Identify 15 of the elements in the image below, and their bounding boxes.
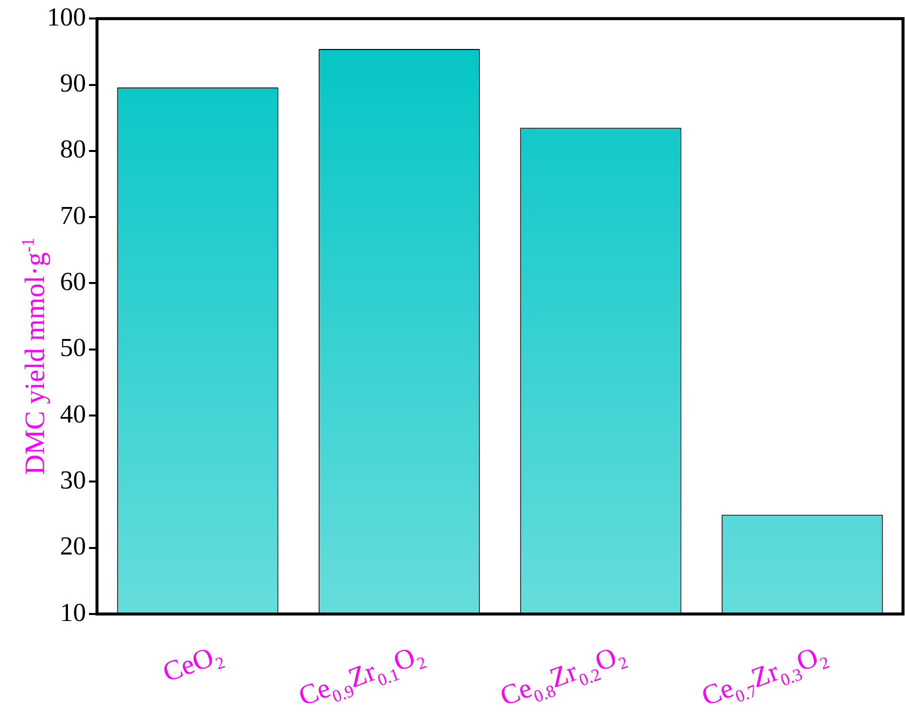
y-tick-label: 70 — [60, 200, 86, 230]
y-tick-label: 60 — [60, 267, 86, 296]
x-tick-label: Ce0.7Zr0.3O₂ — [698, 638, 832, 713]
y-axis-title: DMC yield mmol·g-1 — [18, 238, 51, 475]
y-tick-label: 100 — [47, 2, 86, 32]
y-tick-label: 10 — [60, 598, 86, 627]
x-tick-label: Ce0.9Zr0.1O₂ — [294, 638, 428, 713]
x-tick-label: Ce0.8Zr0.2O₂ — [496, 638, 630, 713]
y-tick-label: 40 — [60, 399, 86, 428]
y-tick-label: 30 — [60, 466, 86, 495]
x-tick-label: CeO₂ — [158, 638, 227, 689]
y-tick-label: 90 — [60, 68, 86, 98]
y-tick-label: 80 — [60, 134, 86, 164]
y-tick-label: 20 — [60, 532, 86, 561]
y-tick-label: 50 — [60, 333, 86, 362]
